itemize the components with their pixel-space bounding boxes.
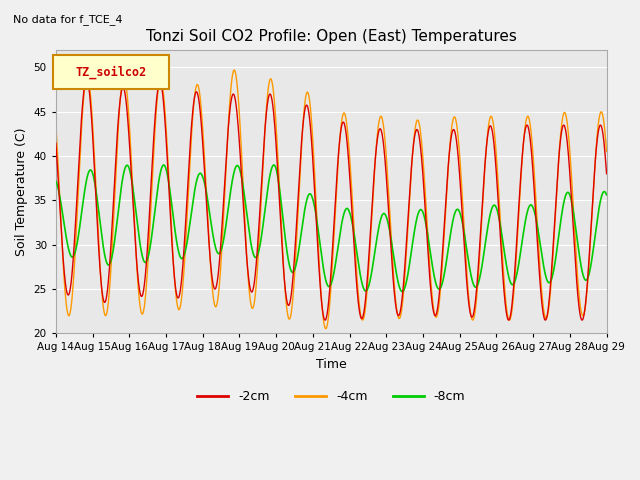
Text: TZ_soilco2: TZ_soilco2: [76, 66, 147, 79]
FancyBboxPatch shape: [53, 55, 169, 89]
Legend: -2cm, -4cm, -8cm: -2cm, -4cm, -8cm: [192, 385, 470, 408]
Y-axis label: Soil Temperature (C): Soil Temperature (C): [15, 127, 28, 256]
Title: Tonzi Soil CO2 Profile: Open (East) Temperatures: Tonzi Soil CO2 Profile: Open (East) Temp…: [146, 29, 516, 44]
Text: No data for f_TCE_4: No data for f_TCE_4: [13, 14, 122, 25]
X-axis label: Time: Time: [316, 358, 347, 371]
